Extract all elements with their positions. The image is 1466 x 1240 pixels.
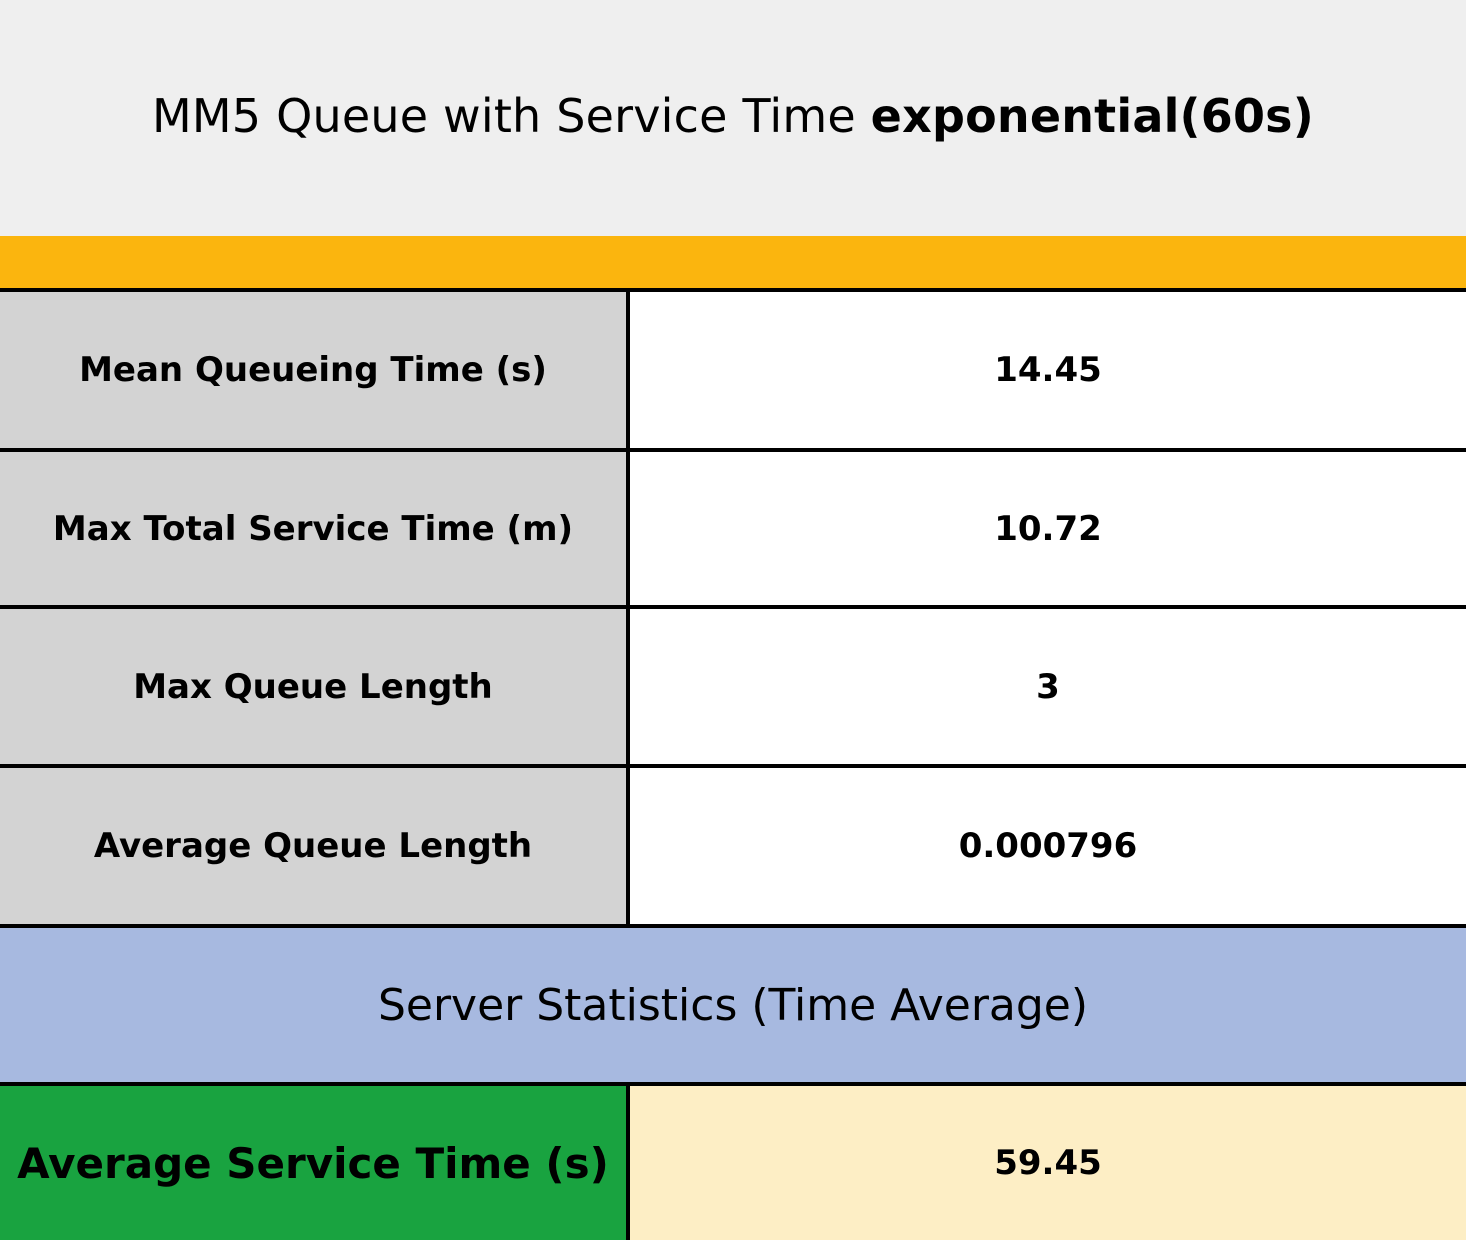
row-label-average-service-time: Average Service Time (s)	[0, 1086, 626, 1240]
title-prefix: MM5 Queue with Service Time	[152, 89, 871, 143]
row-value-max-queue-length: 3	[630, 609, 1466, 764]
accent-bar	[0, 236, 1466, 288]
row-label-max-queue-length: Max Queue Length	[0, 609, 626, 764]
row-value-average-queue-length: 0.000796	[630, 768, 1466, 924]
column-divider	[626, 1086, 630, 1240]
title-distribution: exponential(60s)	[870, 89, 1314, 143]
page-title: MM5 Queue with Service Time exponential(…	[152, 89, 1314, 143]
row-label-max-total-service-time: Max Total Service Time (m)	[0, 452, 626, 605]
divider	[0, 605, 1466, 609]
divider	[0, 1082, 1466, 1086]
column-divider	[626, 292, 630, 924]
divider	[0, 764, 1466, 768]
section-header-server-statistics: Server Statistics (Time Average)	[0, 928, 1466, 1082]
row-value-mean-queueing-time: 14.45	[630, 292, 1466, 448]
divider	[0, 924, 1466, 928]
divider	[0, 448, 1466, 452]
row-value-max-total-service-time: 10.72	[630, 452, 1466, 605]
row-value-average-service-time: 59.45	[630, 1086, 1466, 1240]
row-label-mean-queueing-time: Mean Queueing Time (s)	[0, 292, 626, 448]
divider	[0, 288, 1466, 292]
row-label-average-queue-length: Average Queue Length	[0, 768, 626, 924]
title-band: MM5 Queue with Service Time exponential(…	[0, 0, 1466, 236]
